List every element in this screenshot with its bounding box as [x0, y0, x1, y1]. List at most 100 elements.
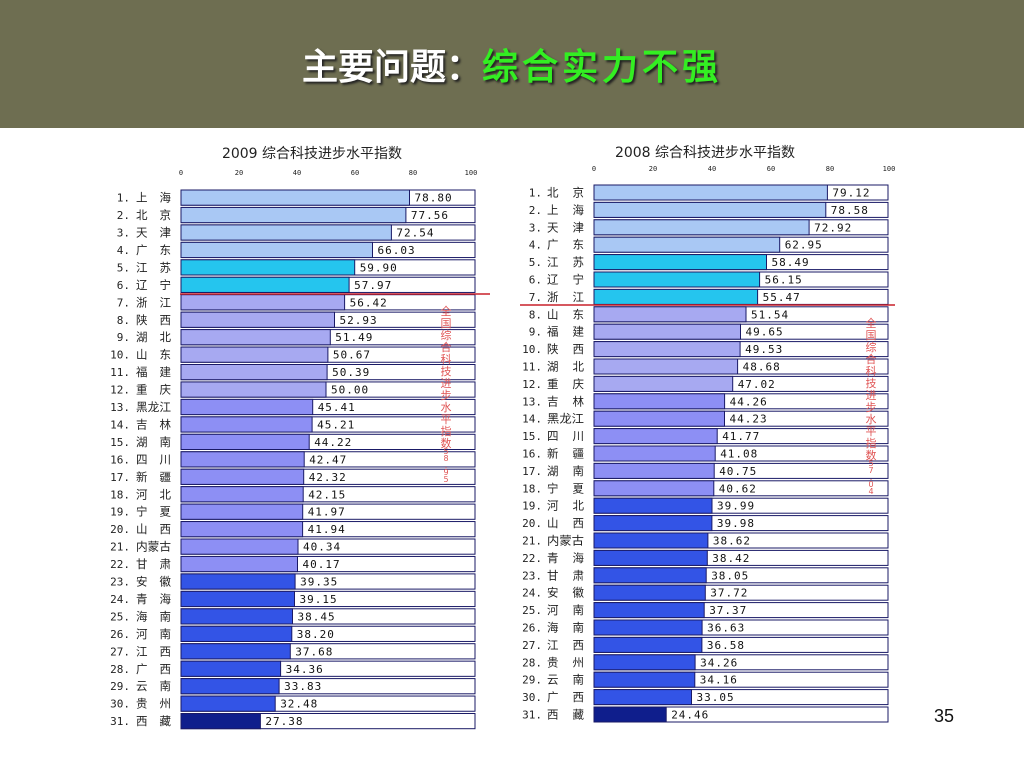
province-label: 河 — [136, 627, 148, 641]
province-label: 藏 — [573, 708, 585, 722]
bar — [593, 288, 759, 305]
bar — [593, 567, 707, 584]
rank-label: 27. — [522, 639, 542, 652]
bar — [180, 433, 310, 450]
value-label: 51.54 — [751, 308, 789, 321]
rank-label: 25. — [110, 610, 130, 623]
rank-label: 27. — [110, 645, 130, 658]
value-label: 44.26 — [730, 395, 768, 408]
province-label: 广 — [547, 690, 559, 704]
province-label: 贵 — [136, 697, 148, 711]
value-label: 24.46 — [671, 709, 709, 722]
value-label: 49.53 — [745, 343, 783, 356]
bar — [593, 254, 767, 271]
province-label: 南 — [573, 603, 585, 617]
value-label: 34.36 — [286, 663, 324, 676]
province-label: 北 — [573, 499, 585, 513]
rank-label: 2. — [117, 209, 130, 222]
province-label: 夏 — [573, 481, 585, 495]
province-label: 南 — [573, 673, 585, 687]
province-label: 海 — [136, 609, 148, 623]
province-label: 吉 — [547, 394, 559, 408]
province-label: 黑龙江 — [547, 412, 585, 426]
value-label: 39.99 — [717, 500, 755, 513]
rank-label: 5. — [529, 256, 542, 269]
value-label: 51.49 — [335, 331, 373, 344]
value-label: 78.80 — [415, 192, 453, 205]
bar — [593, 445, 716, 462]
bar — [180, 486, 304, 503]
bar — [180, 224, 392, 241]
value-label: 37.68 — [295, 645, 333, 658]
value-label: 50.00 — [331, 384, 369, 397]
value-label: 52.93 — [340, 314, 378, 327]
rank-label: 30. — [522, 691, 542, 704]
province-label: 山 — [136, 348, 148, 362]
province-label: 广 — [136, 662, 148, 676]
bar — [180, 625, 293, 642]
rank-label: 22. — [522, 552, 542, 565]
province-label: 青 — [547, 551, 559, 565]
bar — [180, 573, 296, 590]
bar — [593, 636, 703, 653]
province-label: 北 — [547, 186, 559, 200]
value-label: 39.15 — [300, 593, 338, 606]
province-label: 内蒙古 — [547, 534, 584, 548]
rank-label: 18. — [110, 488, 130, 501]
province-label: 肃 — [160, 557, 172, 571]
bar — [593, 323, 741, 340]
value-label: 33.05 — [697, 691, 735, 704]
bar — [180, 538, 299, 555]
bar — [180, 643, 291, 660]
tick-label: 0 — [592, 165, 596, 173]
rank-label: 1. — [529, 187, 542, 200]
province-label: 西 — [573, 638, 585, 652]
province-label: 浙 — [136, 295, 148, 309]
province-label: 四 — [136, 452, 148, 466]
bar-chart-2009: 2009 综合科技进步水平指数0 20 40 60 80 1001. 上海 78.802. 北京… — [110, 146, 490, 730]
rank-label: 11. — [522, 361, 542, 374]
rank-label: 31. — [110, 715, 130, 728]
bar — [593, 428, 718, 445]
province-label: 北 — [136, 208, 148, 222]
province-label: 津 — [160, 226, 172, 240]
province-label: 山 — [547, 516, 559, 530]
rank-label: 4. — [117, 244, 130, 257]
bar — [180, 451, 305, 468]
rank-label: 19. — [522, 500, 542, 513]
province-label: 辽 — [136, 278, 148, 292]
province-label: 浙 — [547, 290, 559, 304]
bar — [593, 306, 747, 323]
rank-label: 14. — [110, 418, 130, 431]
value-label: 36.58 — [707, 639, 745, 652]
province-label: 西 — [160, 662, 172, 676]
rank-label: 4. — [529, 239, 542, 252]
value-label: 33.83 — [284, 680, 322, 693]
rank-label: 13. — [110, 401, 130, 414]
province-label: 黑龙江 — [136, 400, 172, 414]
tick-label: 80 — [826, 165, 834, 173]
rank-label: 23. — [522, 569, 542, 582]
province-label: 新 — [547, 447, 559, 461]
bar — [180, 329, 331, 346]
province-label: 京 — [573, 186, 585, 200]
rank-label: 16. — [522, 448, 542, 461]
value-label: 79.12 — [832, 187, 870, 200]
province-label: 西 — [573, 516, 585, 530]
bar — [180, 311, 335, 328]
bar — [593, 532, 709, 549]
rank-label: 28. — [522, 656, 542, 669]
bar — [180, 346, 329, 363]
province-label: 南 — [160, 435, 172, 449]
bar — [180, 398, 314, 416]
value-label: 38.45 — [298, 610, 336, 623]
bar — [593, 689, 692, 706]
slide-title: 主要问题：综合实力不强 — [0, 40, 1024, 96]
value-label: 57.97 — [354, 279, 392, 292]
bar — [593, 654, 696, 671]
province-label: 江 — [136, 260, 148, 274]
province-label: 南 — [160, 679, 172, 693]
province-label: 海 — [573, 203, 585, 217]
bar — [180, 276, 350, 293]
rank-label: 1. — [117, 192, 130, 205]
